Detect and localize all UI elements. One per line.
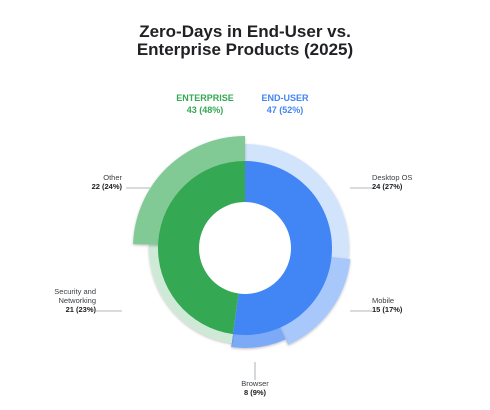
- inner-slice-enterprise: [158, 161, 245, 335]
- inner-value-enterprise: 43 (48%): [187, 105, 224, 115]
- outer-value-other: 22 (24%): [92, 182, 123, 191]
- outer-value-mobile: 15 (17%): [372, 305, 403, 314]
- outer-slice-security-and-networking: [149, 244, 234, 344]
- outer-value-security-and-networking: 21 (23%): [66, 305, 97, 314]
- inner-label-enterprise: ENTERPRISE: [176, 93, 234, 103]
- chart-title-line-2: Enterprise Products (2025): [136, 40, 354, 59]
- inner-value-end-user: 47 (52%): [267, 105, 304, 115]
- outer-value-browser: 8 (9%): [244, 388, 267, 397]
- inner-slice-end-user: [232, 161, 333, 335]
- chart-title-line-1: Zero-Days in End-User vs.: [139, 22, 351, 41]
- outer-label-security-and-networking-1: Security and: [54, 287, 96, 296]
- outer-label-other: Other: [103, 173, 122, 182]
- outer-slice-browser: [231, 325, 286, 348]
- outer-label-desktop-os: Desktop OS: [372, 173, 412, 182]
- outer-label-mobile: Mobile: [372, 296, 394, 305]
- inner-label-end-user: END-USER: [261, 93, 309, 103]
- outer-label-security-and-networking-2: Networking: [58, 296, 96, 305]
- outer-value-desktop-os: 24 (27%): [372, 182, 403, 191]
- outer-slice-desktop-os: [245, 144, 349, 259]
- outer-slice-other: [133, 136, 245, 246]
- outer-label-browser: Browser: [241, 379, 269, 388]
- outer-slice-mobile: [279, 256, 351, 345]
